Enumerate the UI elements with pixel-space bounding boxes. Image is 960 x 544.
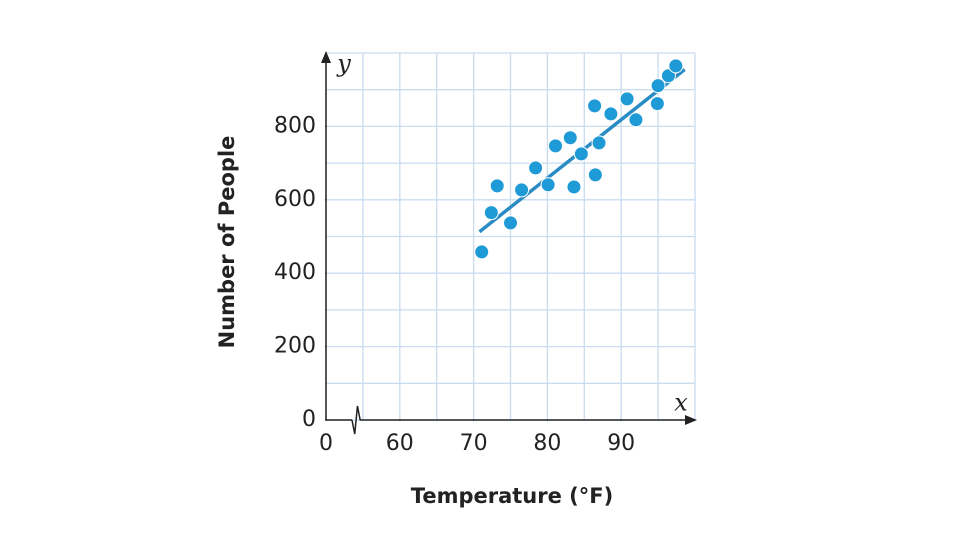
data-point (668, 58, 684, 74)
data-point (628, 112, 644, 128)
y-axis-name: y (336, 50, 351, 78)
x-tick-label: 0 (319, 431, 333, 456)
y-tick-label: 0 (302, 407, 316, 432)
x-axis-title: Temperature (°F) (411, 484, 613, 508)
x-tick-label: 70 (460, 431, 488, 456)
data-point (528, 160, 544, 176)
x-tick-label: 80 (533, 431, 561, 456)
data-point (548, 138, 564, 154)
data-point (591, 135, 607, 151)
data-point (573, 146, 589, 162)
data-point (566, 179, 582, 195)
y-tick-label: 400 (274, 260, 316, 285)
data-point (619, 91, 635, 107)
data-point (474, 244, 490, 260)
x-axis-arrow (685, 415, 697, 425)
data-point (514, 182, 530, 198)
x-tick-label: 90 (607, 431, 635, 456)
data-point (650, 78, 666, 94)
y-tick-label: 600 (274, 187, 316, 212)
data-point (587, 167, 603, 183)
x-tick-label: 60 (386, 431, 414, 456)
data-point (562, 130, 578, 146)
data-point (489, 178, 505, 194)
data-point (540, 177, 556, 193)
x-axis-name: x (674, 389, 688, 417)
data-point (483, 205, 499, 221)
data-point (587, 98, 603, 114)
y-tick-label: 200 (274, 334, 316, 359)
y-tick-label: 800 (274, 113, 316, 138)
y-axis-arrow (321, 51, 331, 63)
data-point (649, 96, 665, 112)
axis-break (351, 405, 371, 435)
data-point (603, 106, 619, 122)
y-axis-title: Number of People (215, 136, 239, 349)
data-point (503, 215, 518, 231)
